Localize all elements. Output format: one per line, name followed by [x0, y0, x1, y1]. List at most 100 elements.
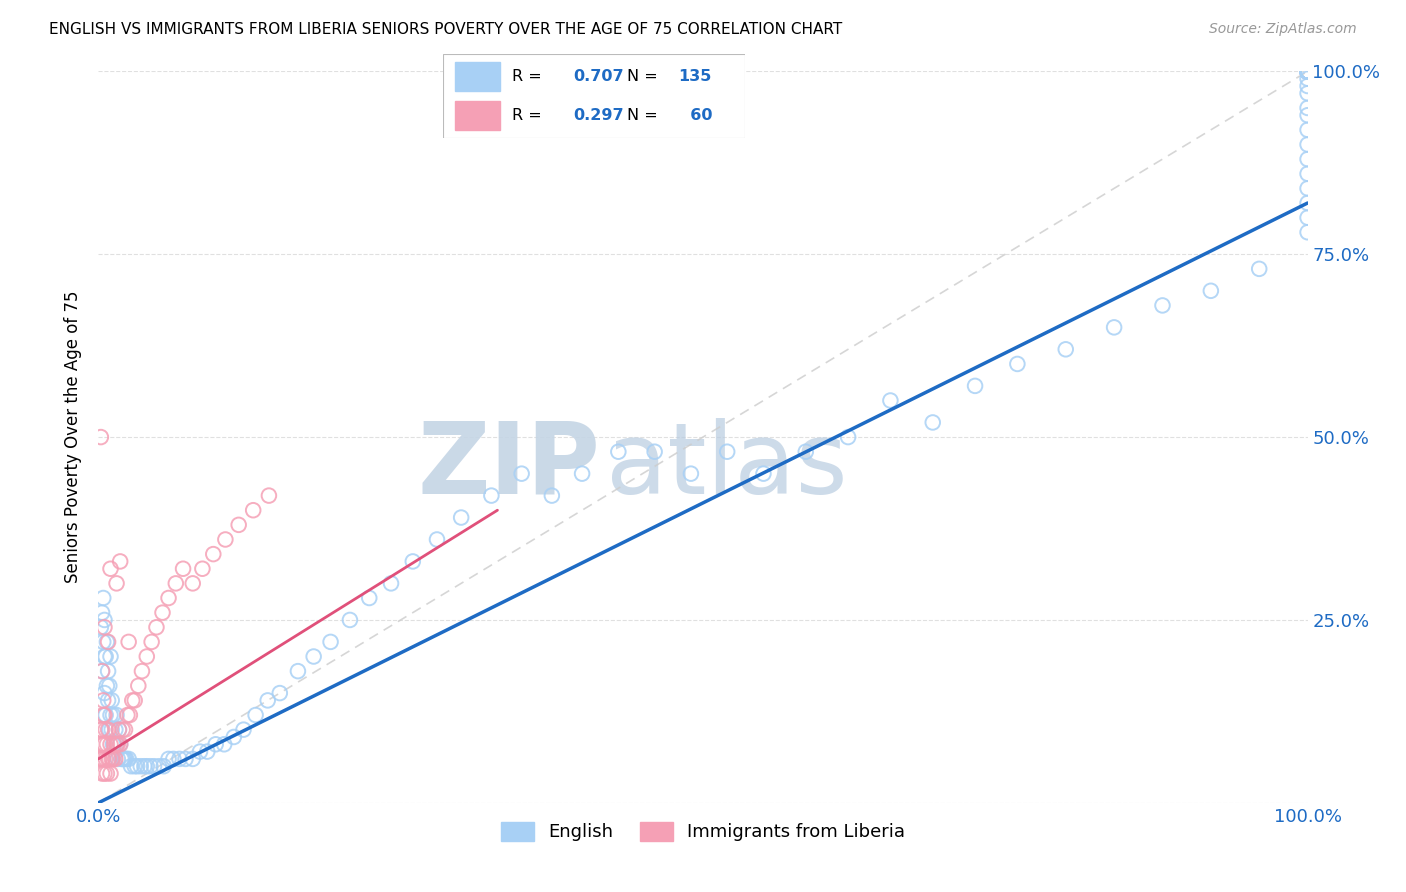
Point [97, 635, 120, 649]
Text: 135: 135 [679, 69, 711, 84]
Point [1296, 181, 1319, 195]
Point [1296, 64, 1319, 78]
Point [607, 444, 630, 458]
Point [1296, 64, 1319, 78]
Point [91, 766, 114, 780]
Point [111, 752, 134, 766]
Point [93, 766, 115, 780]
Point [91, 723, 114, 737]
Point [172, 562, 194, 576]
Point [104, 723, 127, 737]
Point [143, 759, 166, 773]
Point [1296, 64, 1319, 78]
Point [1296, 225, 1319, 239]
Point [91, 664, 114, 678]
Point [1296, 64, 1319, 78]
Text: ENGLISH VS IMMIGRANTS FROM LIBERIA SENIORS POVERTY OVER THE AGE OF 75 CORRELATIO: ENGLISH VS IMMIGRANTS FROM LIBERIA SENIO… [49, 22, 842, 37]
Point [181, 576, 204, 591]
Point [1296, 64, 1319, 78]
Point [115, 752, 138, 766]
Point [127, 759, 149, 773]
Point [319, 635, 342, 649]
Point [100, 649, 122, 664]
Point [257, 489, 280, 503]
Point [93, 708, 115, 723]
Point [129, 759, 152, 773]
Point [1296, 64, 1319, 78]
Point [1296, 64, 1319, 78]
Point [101, 708, 124, 723]
Point [145, 620, 167, 634]
Point [100, 723, 122, 737]
Point [1296, 64, 1319, 78]
Text: 0.707: 0.707 [572, 69, 623, 84]
Point [1296, 64, 1319, 78]
FancyBboxPatch shape [456, 101, 501, 130]
Point [1296, 64, 1319, 78]
Point [450, 510, 472, 524]
Legend: English, Immigrants from Liberia: English, Immigrants from Liberia [494, 814, 912, 848]
Point [91, 664, 114, 678]
FancyBboxPatch shape [443, 54, 745, 138]
Point [188, 745, 211, 759]
Point [1102, 320, 1125, 334]
Point [105, 576, 128, 591]
Point [191, 562, 214, 576]
Point [679, 467, 702, 481]
Point [921, 416, 943, 430]
Point [93, 620, 115, 634]
Point [105, 737, 128, 751]
Point [1296, 64, 1319, 78]
Point [1296, 64, 1319, 78]
Point [100, 562, 122, 576]
Point [232, 723, 254, 737]
Point [1296, 167, 1319, 181]
Point [117, 708, 139, 723]
Point [269, 686, 291, 700]
Point [107, 752, 129, 766]
Point [90, 430, 112, 444]
Point [716, 444, 738, 458]
Point [1296, 123, 1319, 137]
Point [380, 576, 402, 591]
Point [1296, 87, 1319, 101]
Point [91, 693, 114, 707]
Point [1296, 64, 1319, 78]
Point [1296, 64, 1319, 78]
Point [752, 467, 775, 481]
Point [124, 759, 146, 773]
Point [195, 745, 218, 759]
Point [1296, 196, 1319, 211]
Point [94, 708, 117, 723]
Text: atlas: atlas [606, 417, 848, 515]
Point [104, 752, 127, 766]
Point [135, 759, 157, 773]
Point [571, 467, 593, 481]
Text: R =: R = [512, 108, 547, 123]
Point [157, 591, 180, 605]
Point [97, 664, 120, 678]
Point [89, 752, 111, 766]
Point [1296, 64, 1319, 78]
Point [105, 737, 128, 751]
Point [98, 752, 121, 766]
Point [96, 679, 118, 693]
Point [93, 649, 115, 664]
Point [114, 723, 136, 737]
Point [1296, 64, 1319, 78]
Point [91, 635, 114, 649]
Point [162, 752, 184, 766]
Point [302, 649, 325, 664]
Point [135, 649, 157, 664]
Point [1152, 298, 1174, 312]
Point [1199, 284, 1222, 298]
Point [91, 752, 114, 766]
Point [1296, 137, 1319, 152]
Point [245, 708, 267, 723]
Point [100, 737, 122, 751]
Text: ZIP: ZIP [418, 417, 600, 515]
Point [141, 635, 163, 649]
Point [1296, 64, 1319, 78]
Point [1296, 64, 1319, 78]
Point [114, 752, 136, 766]
